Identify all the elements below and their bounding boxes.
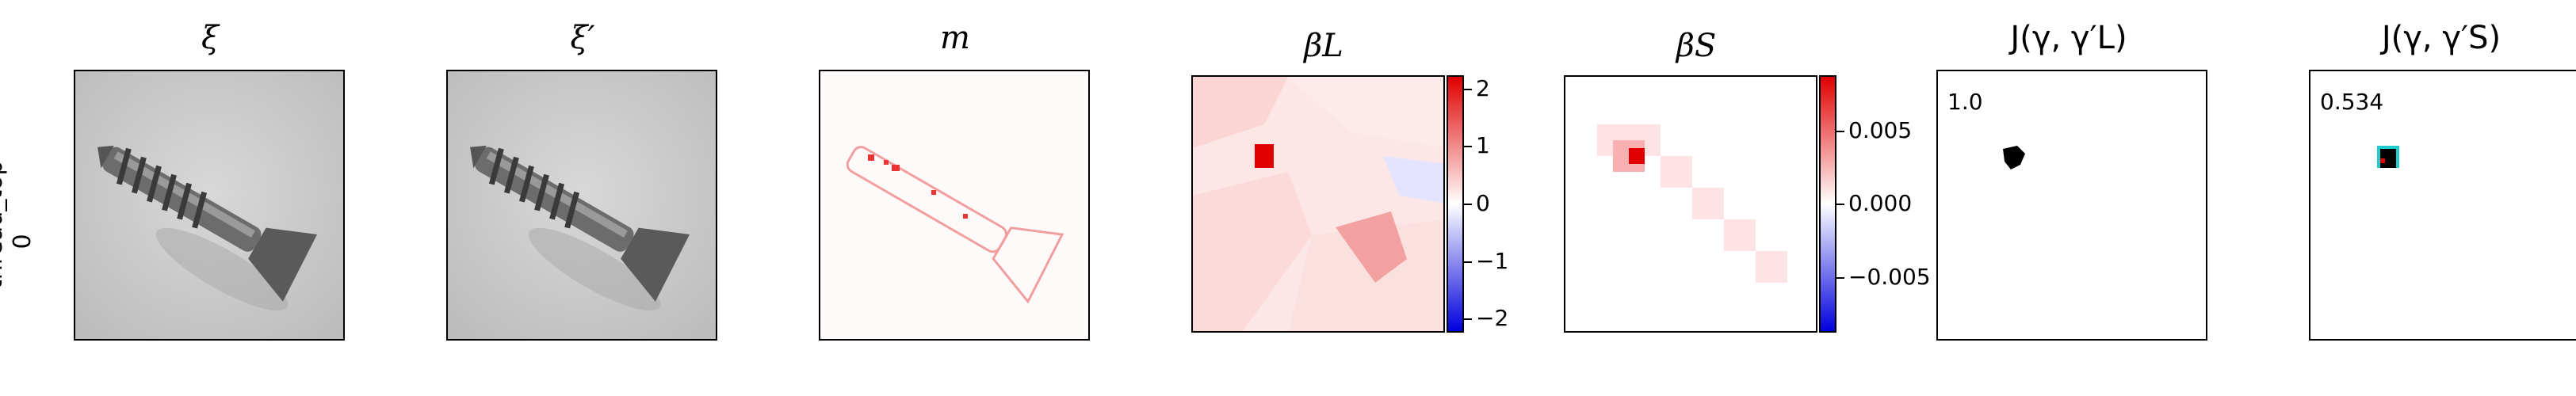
title-m: m bbox=[940, 20, 970, 56]
jaccard-large-plot: 1.0 bbox=[1936, 70, 2207, 341]
cbar-l-tick: −1 bbox=[1476, 248, 1509, 274]
cbar-l-tick-mark bbox=[1464, 146, 1472, 147]
cbar-s-tick-mark bbox=[1836, 204, 1844, 205]
cbar-l-tick-mark bbox=[1464, 261, 1472, 263]
screw-drawing-xi-prime bbox=[448, 71, 716, 339]
score-large: 1.0 bbox=[1947, 89, 1983, 115]
colorbar-beta-s bbox=[1819, 75, 1836, 333]
jaccard-small-plot: 0.534 bbox=[2309, 70, 2576, 341]
cbar-s-tick: 0.005 bbox=[1848, 117, 1913, 143]
cbar-s-tick-mark bbox=[1836, 277, 1844, 279]
jaccard-small-blob bbox=[2377, 146, 2399, 168]
image-xi bbox=[74, 70, 345, 341]
beta-l-regions bbox=[1193, 77, 1443, 331]
cbar-l-tick: 0 bbox=[1476, 190, 1490, 216]
difference-map bbox=[820, 71, 1088, 339]
colorbar-beta-l bbox=[1447, 75, 1464, 333]
title-xi: ξ bbox=[201, 20, 220, 56]
heatmap-beta-s bbox=[1564, 75, 1817, 333]
cbar-l-tick: 2 bbox=[1476, 75, 1490, 101]
image-m bbox=[819, 70, 1090, 341]
image-xi-prime bbox=[446, 70, 717, 341]
cbar-s-tick: −0.005 bbox=[1848, 264, 1931, 290]
score-small: 0.534 bbox=[2320, 89, 2384, 115]
cbar-s-tick: 0.000 bbox=[1848, 190, 1913, 216]
beta-s-blocks bbox=[1565, 77, 1816, 331]
cbar-l-tick-mark bbox=[1464, 204, 1472, 205]
title-beta-s: βS bbox=[1676, 28, 1717, 64]
title-jaccard-large: J(γ, γ′L) bbox=[2010, 20, 2127, 56]
title-xi-prime: ξ′ bbox=[570, 20, 595, 56]
row-label: thread_top 0 bbox=[0, 160, 83, 290]
cbar-l-tick: 1 bbox=[1476, 132, 1490, 158]
cbar-l-tick-mark bbox=[1464, 318, 1472, 320]
screw-drawing-xi bbox=[75, 71, 343, 339]
jaccard-large-blob bbox=[2003, 146, 2025, 169]
title-beta-l: βL bbox=[1304, 28, 1343, 64]
cbar-l-tick: −2 bbox=[1476, 305, 1509, 331]
row-label-name: thread_top bbox=[0, 160, 8, 290]
heatmap-beta-l bbox=[1191, 75, 1445, 333]
row-label-index: 0 bbox=[9, 234, 36, 249]
title-jaccard-small: J(γ, γ′S) bbox=[2381, 20, 2501, 56]
cbar-l-tick-mark bbox=[1464, 89, 1472, 90]
cbar-s-tick-mark bbox=[1836, 131, 1844, 132]
